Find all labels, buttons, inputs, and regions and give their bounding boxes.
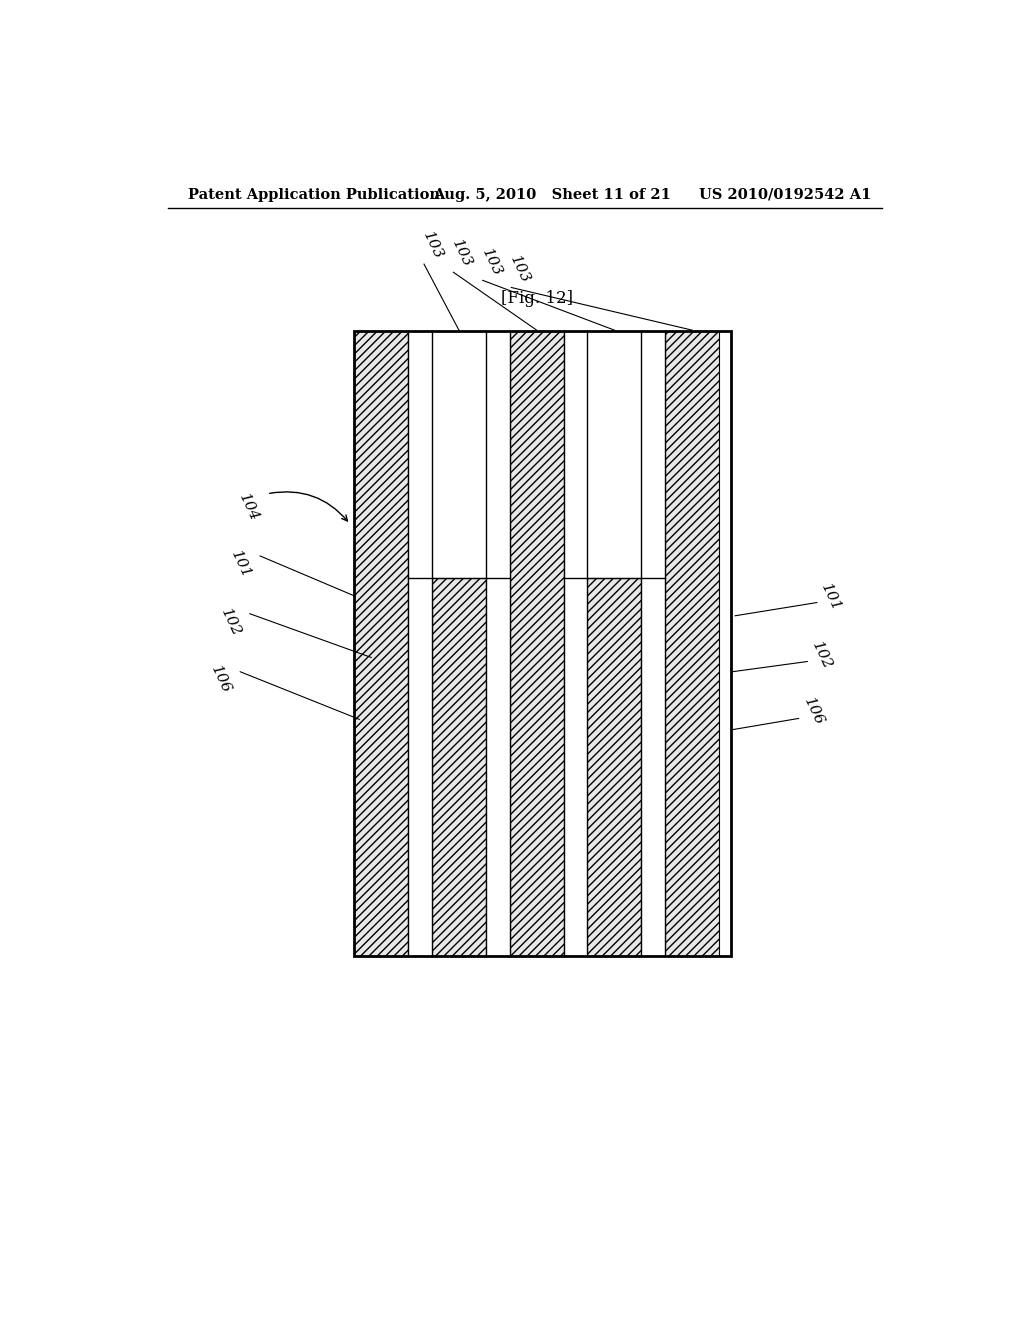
Text: 103: 103 <box>450 238 474 271</box>
Bar <box>666 331 719 956</box>
Text: 101: 101 <box>818 581 844 614</box>
Text: Patent Application Publication: Patent Application Publication <box>187 187 439 202</box>
Text: [Fig. 12]: [Fig. 12] <box>501 290 572 308</box>
Text: 103: 103 <box>420 230 445 263</box>
Text: 106: 106 <box>801 696 826 727</box>
Text: 103: 103 <box>479 246 504 279</box>
Bar <box>409 331 432 956</box>
Bar <box>486 331 510 956</box>
Bar <box>354 331 731 956</box>
Text: 103: 103 <box>507 253 532 285</box>
Text: Aug. 5, 2010   Sheet 11 of 21: Aug. 5, 2010 Sheet 11 of 21 <box>433 187 672 202</box>
Bar <box>641 331 666 956</box>
Bar <box>354 331 409 956</box>
Text: 106: 106 <box>209 664 233 696</box>
Bar <box>432 578 486 956</box>
Text: 102: 102 <box>809 639 834 672</box>
Text: 102: 102 <box>218 607 243 639</box>
Text: 101: 101 <box>228 549 253 581</box>
Text: US 2010/0192542 A1: US 2010/0192542 A1 <box>699 187 871 202</box>
Bar <box>563 331 588 956</box>
Bar <box>588 578 641 956</box>
Text: 104: 104 <box>237 492 261 524</box>
Bar <box>510 331 563 956</box>
